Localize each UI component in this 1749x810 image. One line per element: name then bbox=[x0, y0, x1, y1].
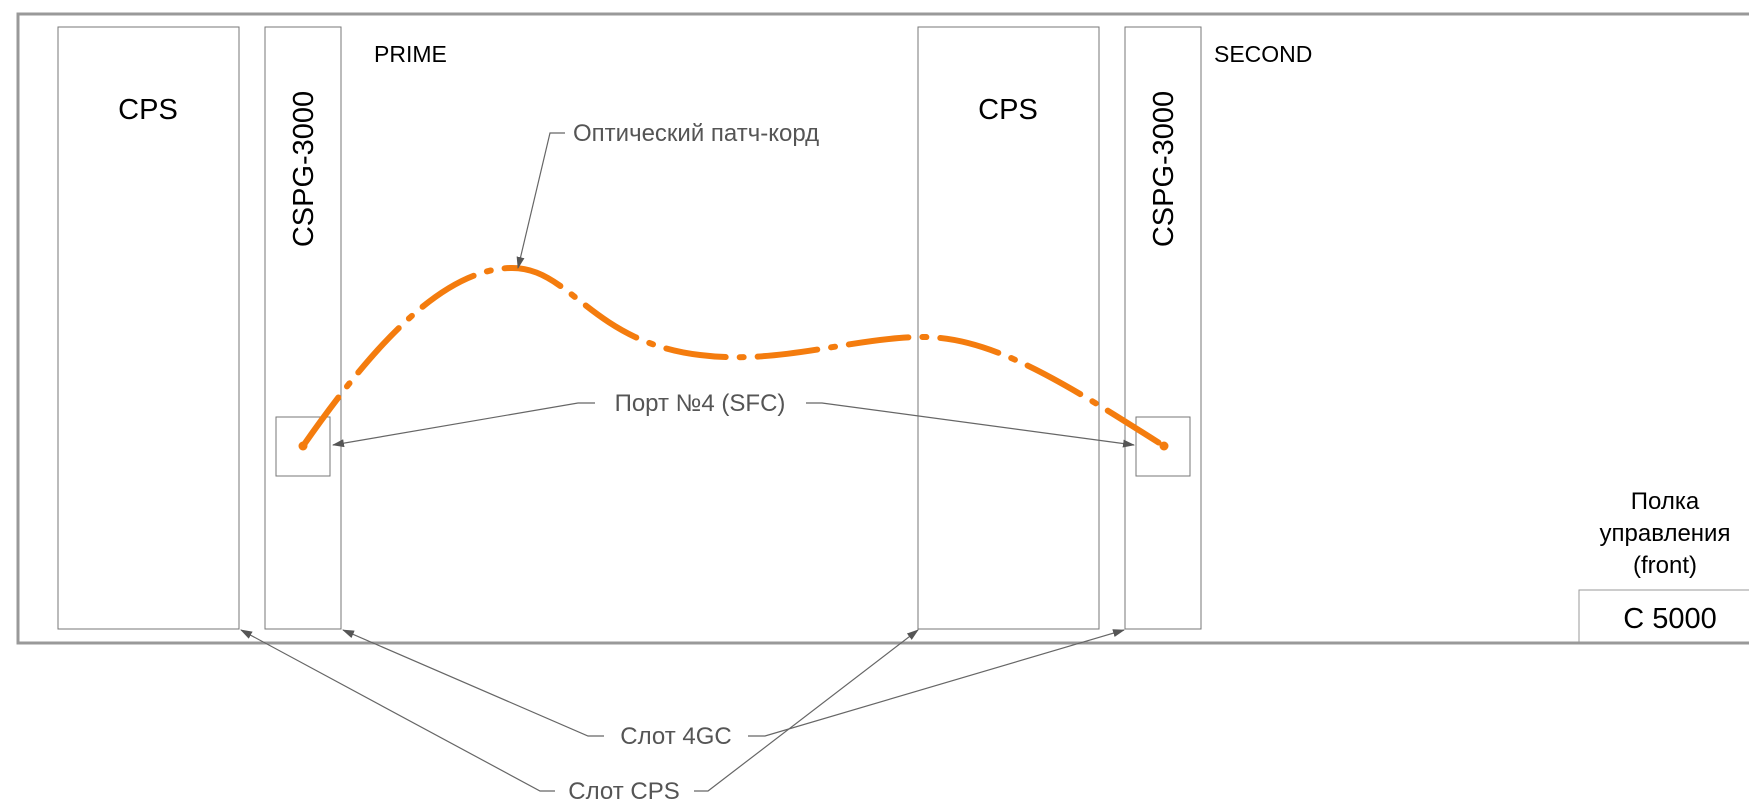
slot-4gc-leader-left bbox=[342, 629, 604, 737]
cps-module-left bbox=[57, 26, 240, 630]
port-box-left bbox=[275, 416, 331, 477]
port-box-right bbox=[1135, 416, 1191, 477]
cspg-module-left bbox=[264, 26, 342, 630]
port-callout: Порт №4 (SFC) bbox=[615, 390, 786, 417]
cspg-right-label: CSPG-3000 bbox=[1148, 91, 1180, 247]
cps-right-label: CPS bbox=[978, 94, 1038, 126]
shelf-label-line2: управления bbox=[1600, 520, 1731, 547]
shelf-model-label: C 5000 bbox=[1623, 603, 1717, 635]
slot-4gc-leader-right bbox=[748, 629, 1125, 737]
second-label: SECOND bbox=[1214, 41, 1312, 67]
cspg-module-right bbox=[1124, 26, 1202, 630]
port-leader-right bbox=[806, 402, 1135, 448]
cord-end-left bbox=[298, 441, 308, 451]
chassis-frame bbox=[16, 12, 1749, 645]
cspg-left-label: CSPG-3000 bbox=[288, 91, 320, 247]
prime-label: PRIME bbox=[374, 41, 447, 67]
port-leader-left bbox=[332, 402, 595, 448]
cps-left-label: CPS bbox=[118, 94, 178, 126]
patch-cord-leader bbox=[516, 132, 565, 269]
optical-patch-cord bbox=[300, 264, 1167, 449]
slot-cps-leader-right bbox=[694, 629, 919, 792]
slot-cps-leader-left bbox=[240, 629, 555, 792]
patch-cord-callout: Оптический патч-корд bbox=[573, 120, 819, 147]
slot-4gc-callout: Слот 4GC bbox=[620, 723, 731, 750]
shelf-label-line3: (front) bbox=[1633, 552, 1697, 579]
control-shelf-box bbox=[1578, 589, 1749, 644]
cord-end-right bbox=[1159, 441, 1169, 451]
slot-cps-callout: Слот CPS bbox=[568, 778, 679, 805]
shelf-label-line1: Полка bbox=[1631, 488, 1700, 515]
cps-module-right bbox=[917, 26, 1100, 630]
